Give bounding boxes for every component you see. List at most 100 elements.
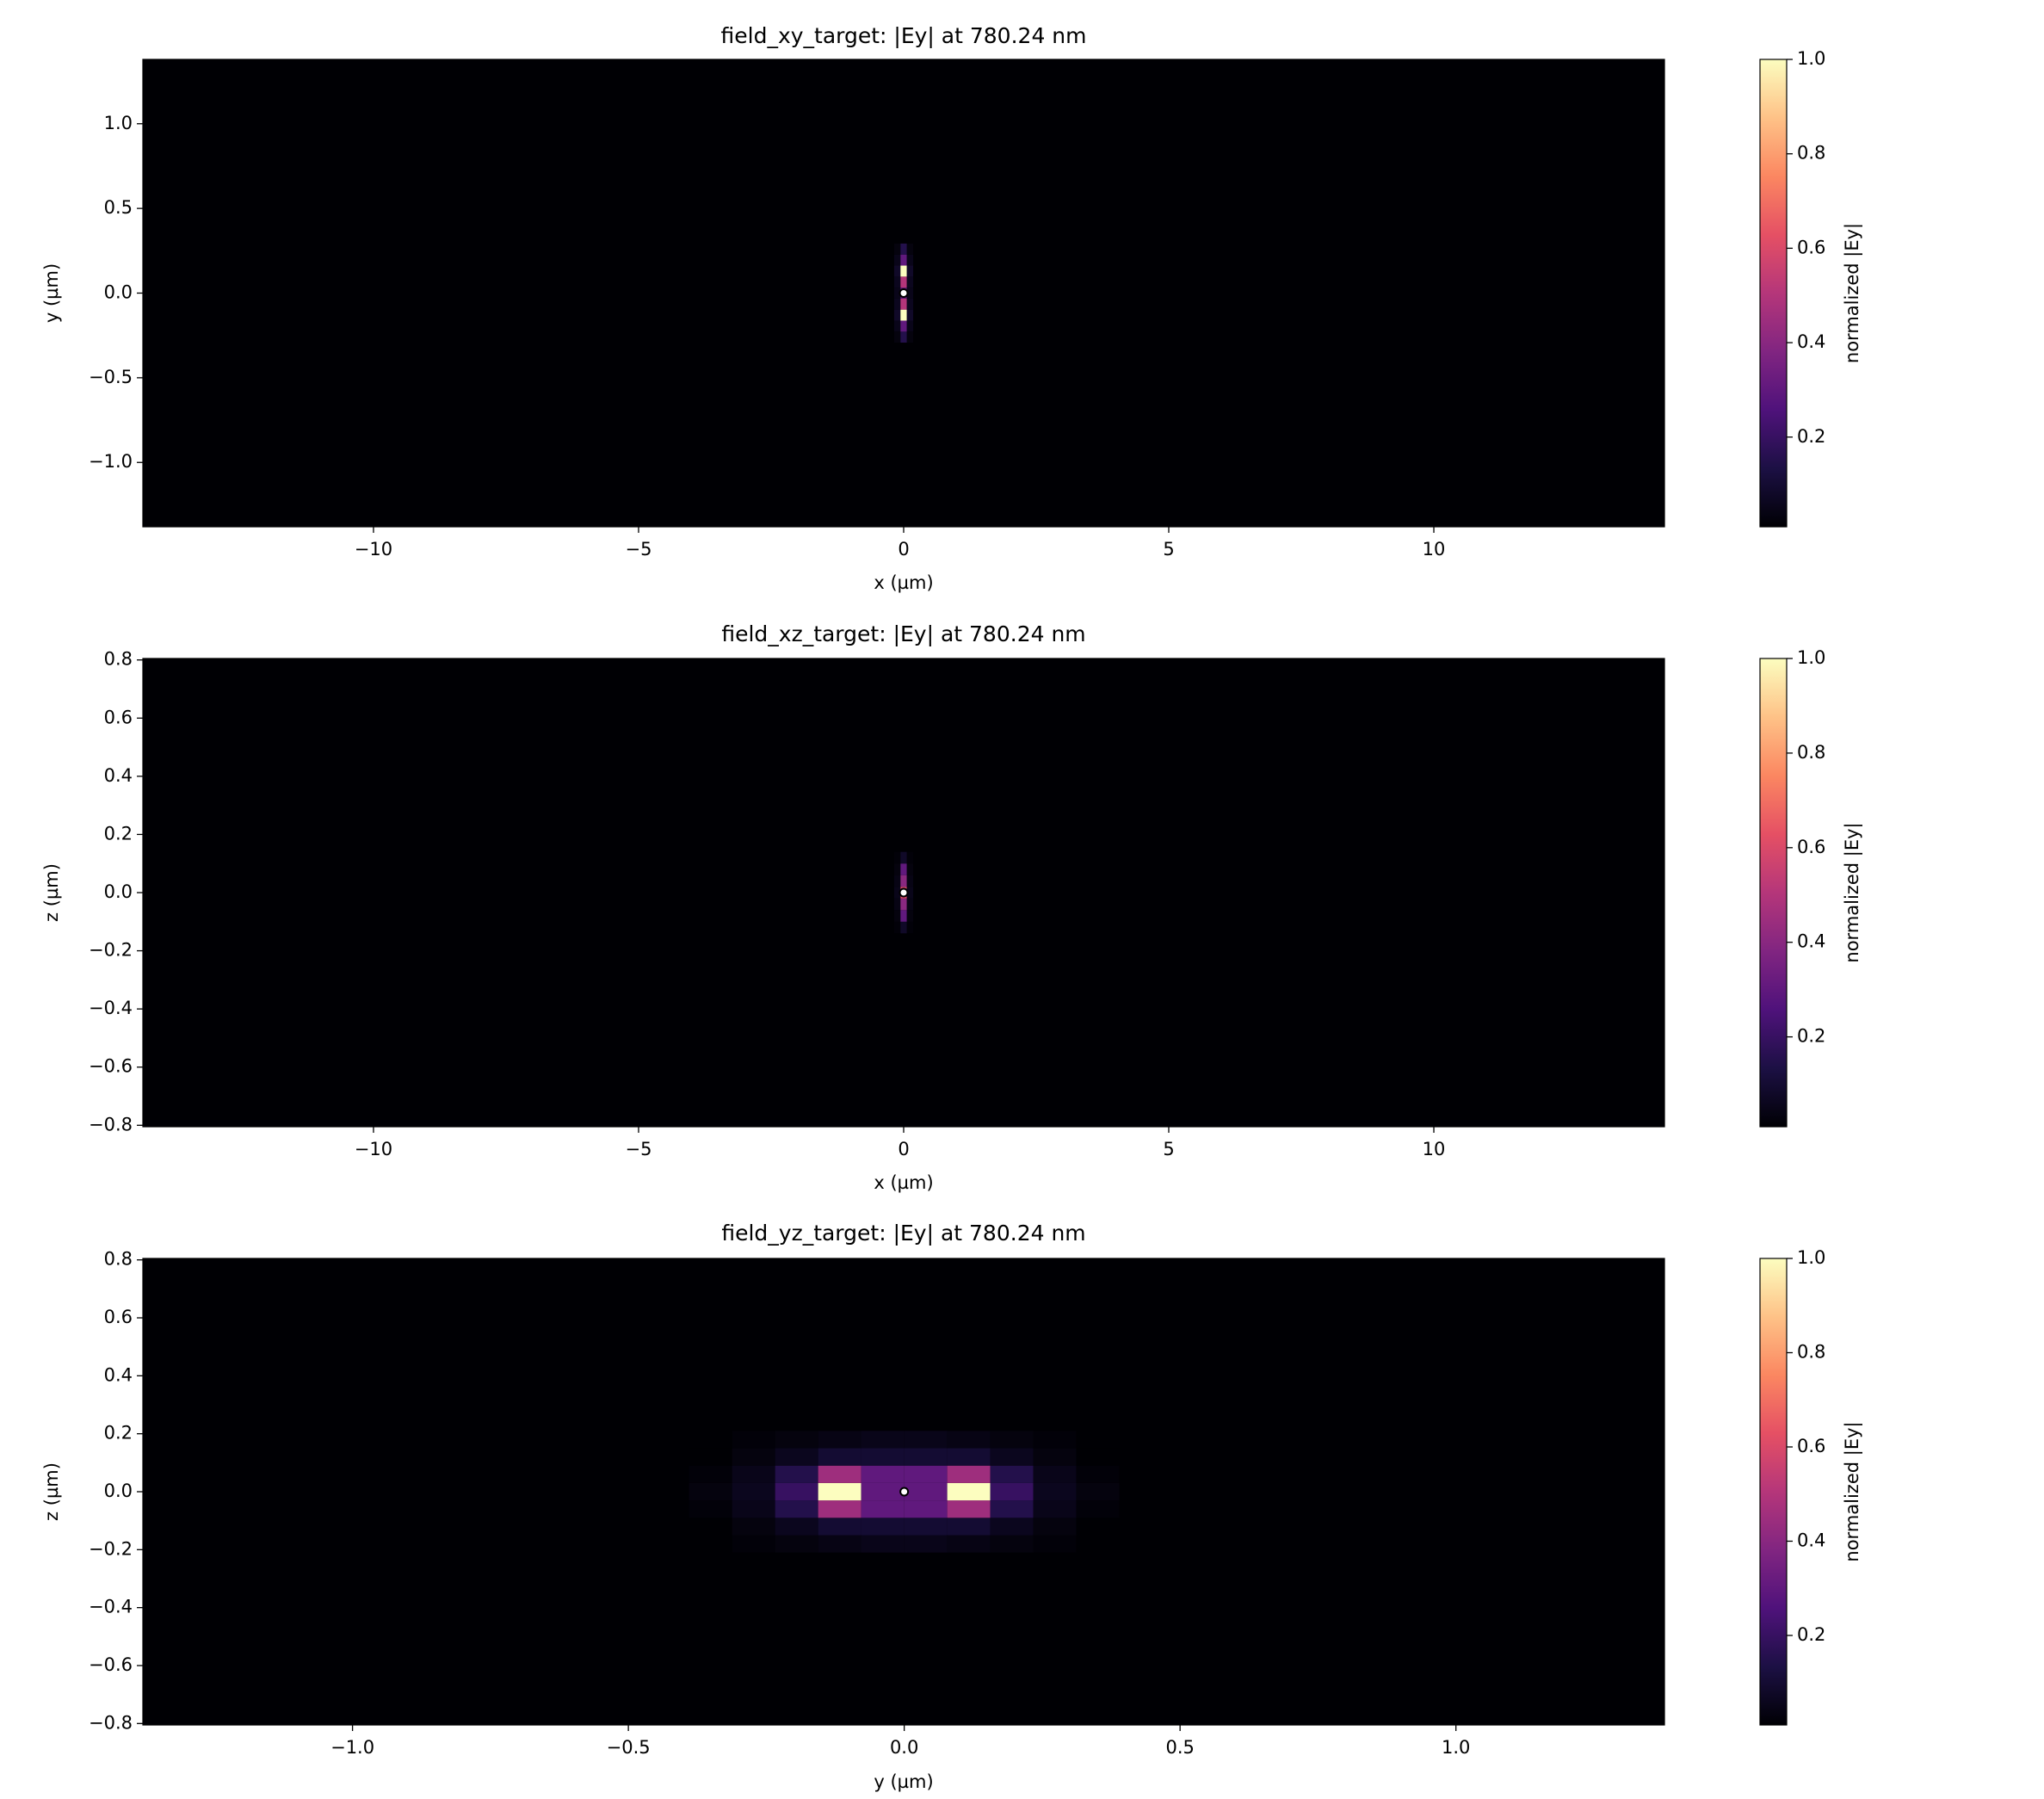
heatmap-cell [893, 921, 901, 934]
y-tick-label: 0.6 [104, 707, 133, 727]
heatmap-cell [904, 1431, 948, 1449]
heatmap-cell [906, 910, 914, 922]
heatmap-cell [1076, 1465, 1120, 1483]
x-tick-label: −5 [626, 1139, 652, 1159]
heatmap-cell [904, 1448, 948, 1466]
heatmap-cell [893, 863, 901, 875]
colorbar-label: normalized |Ey| [1842, 1421, 1863, 1561]
heatmap-cell [1076, 1535, 1120, 1553]
colorbar-tick-label: 0.8 [1797, 1341, 1825, 1362]
heatmap-cell [689, 1431, 732, 1449]
colorbar-tick-label: 1.0 [1797, 1247, 1825, 1268]
heatmap-cell [990, 1500, 1034, 1518]
y-tick-label: −0.5 [89, 367, 133, 387]
heatmap-cell [818, 1500, 861, 1518]
heatmap-cell [775, 1465, 818, 1483]
heatmap-cell [900, 331, 907, 343]
colorbar-tick-label: 0.6 [1797, 837, 1825, 857]
y-tick-label: 0.8 [104, 649, 133, 670]
heatmap-cell [861, 1448, 905, 1466]
heatmap-cell [893, 265, 901, 277]
heatmap-cell [990, 1535, 1034, 1553]
heatmap-cell [818, 1482, 861, 1501]
heatmap-cell [861, 1500, 905, 1518]
heatmap-cell [906, 254, 914, 266]
y-tick-label: 0.4 [104, 1364, 133, 1385]
colorbar-tick-label: 0.8 [1797, 742, 1825, 763]
heatmap-cell [893, 910, 901, 922]
heatmap-cell [990, 1518, 1034, 1536]
heatmap-cell [1033, 1448, 1077, 1466]
y-tick-label: 0.5 [104, 197, 133, 218]
heatmap-cell [893, 898, 901, 911]
heatmap-cell [900, 309, 907, 321]
heatmap-cell [906, 265, 914, 277]
x-tick-label: 1.0 [1442, 1737, 1470, 1758]
heatmap-cell [689, 1482, 732, 1501]
heatmap-cell [900, 254, 907, 266]
heatmap-cell [904, 1518, 948, 1536]
heatmap-cell [1076, 1500, 1120, 1518]
heatmap-cell [893, 331, 901, 343]
heatmap-cell [900, 921, 907, 934]
heatmap-cell [1076, 1518, 1120, 1536]
colorbar-tick-label: 0.2 [1797, 1026, 1825, 1047]
heatmap-cell [906, 898, 914, 911]
y-tick-label: 0.0 [104, 881, 133, 902]
heatmap-cell [893, 298, 901, 310]
y-axis-label: y (µm) [41, 263, 62, 323]
colorbar-tick-label: 0.4 [1797, 931, 1825, 952]
y-tick-label: 0.6 [104, 1307, 133, 1327]
colorbar-tick-label: 0.4 [1797, 1530, 1825, 1550]
colorbar-tick-label: 0.6 [1797, 1436, 1825, 1456]
heatmap-cell [947, 1518, 991, 1536]
x-tick-label: −10 [355, 1139, 392, 1159]
y-axis-label: z (µm) [41, 863, 62, 922]
heatmap-cell [689, 1500, 732, 1518]
heatmap-cell [775, 1535, 818, 1553]
y-tick-label: 0.8 [104, 1249, 133, 1270]
heatmap-cell [990, 1465, 1034, 1483]
y-axis-label: z (µm) [41, 1462, 62, 1521]
heatmap-cell [893, 875, 901, 887]
heatmap-cell [775, 1518, 818, 1536]
colorbar-label: normalized |Ey| [1842, 822, 1863, 962]
y-tick-label: −0.4 [89, 1597, 133, 1617]
y-tick-label: 1.0 [104, 113, 133, 133]
heatmap-cell [689, 1518, 732, 1536]
heatmap-cell [732, 1448, 775, 1466]
y-tick-label: −0.6 [89, 1654, 133, 1675]
heatmap-cell [818, 1431, 861, 1449]
heatmap-cell [900, 320, 907, 332]
heatmap-cell [775, 1448, 818, 1466]
heatmap-cell [1033, 1465, 1077, 1483]
y-tick-label: −0.8 [89, 1712, 133, 1733]
heatmap-cell [906, 276, 914, 288]
heatmap-cell [893, 287, 901, 299]
heatmap-cell [947, 1482, 991, 1501]
heatmap-cell [904, 1500, 948, 1518]
heatmap-cell [906, 921, 914, 934]
heatmap-cell [1076, 1448, 1120, 1466]
y-tick-label: −0.6 [89, 1056, 133, 1077]
heatmap-cell [906, 863, 914, 875]
heatmap-cell [732, 1500, 775, 1518]
heatmap-cell [900, 298, 907, 310]
colorbar-tick-label: 1.0 [1797, 647, 1825, 668]
heatmap-cell [818, 1448, 861, 1466]
heatmap-cell [906, 298, 914, 310]
colorbar [1759, 59, 1788, 528]
heatmap-cell [906, 887, 914, 899]
chart-title: field_xz_target: |Ey| at 780.24 nm [721, 621, 1085, 646]
heatmap-cell [775, 1500, 818, 1518]
y-tick-label: −1.0 [89, 451, 133, 472]
x-tick-label: −5 [626, 539, 652, 559]
heatmap-cell [906, 320, 914, 332]
heatmap-cell [900, 863, 907, 875]
heatmap-cell [1033, 1500, 1077, 1518]
heatmap-cell [947, 1500, 991, 1518]
y-tick-label: 0.0 [104, 282, 133, 303]
heatmap-cell [818, 1535, 861, 1553]
